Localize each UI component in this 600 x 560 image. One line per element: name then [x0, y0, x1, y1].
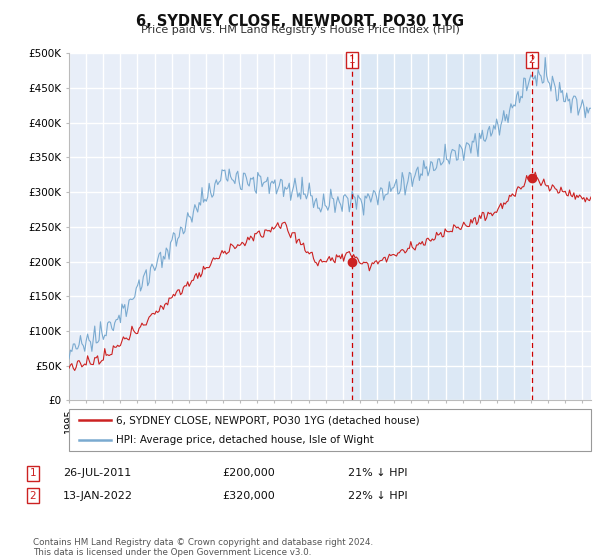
- Text: 21% ↓ HPI: 21% ↓ HPI: [348, 468, 407, 478]
- Bar: [352, 53, 532, 400]
- FancyBboxPatch shape: [69, 409, 591, 451]
- Text: Price paid vs. HM Land Registry's House Price Index (HPI): Price paid vs. HM Land Registry's House …: [140, 25, 460, 35]
- Text: 6, SYDNEY CLOSE, NEWPORT, PO30 1YG (detached house): 6, SYDNEY CLOSE, NEWPORT, PO30 1YG (deta…: [116, 415, 419, 425]
- Text: £320,000: £320,000: [222, 491, 275, 501]
- Text: 26-JUL-2011: 26-JUL-2011: [63, 468, 131, 478]
- Text: 1: 1: [29, 468, 37, 478]
- Text: 2: 2: [529, 55, 535, 65]
- Text: £200,000: £200,000: [222, 468, 275, 478]
- Text: 6, SYDNEY CLOSE, NEWPORT, PO30 1YG: 6, SYDNEY CLOSE, NEWPORT, PO30 1YG: [136, 14, 464, 29]
- Text: Contains HM Land Registry data © Crown copyright and database right 2024.
This d: Contains HM Land Registry data © Crown c…: [33, 538, 373, 557]
- Text: 1: 1: [349, 55, 356, 65]
- Text: 22% ↓ HPI: 22% ↓ HPI: [348, 491, 407, 501]
- Text: HPI: Average price, detached house, Isle of Wight: HPI: Average price, detached house, Isle…: [116, 435, 374, 445]
- Text: 13-JAN-2022: 13-JAN-2022: [63, 491, 133, 501]
- Text: 2: 2: [29, 491, 37, 501]
